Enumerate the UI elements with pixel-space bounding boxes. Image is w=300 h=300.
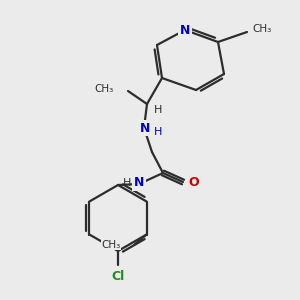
Text: H: H (154, 105, 162, 115)
Text: N: N (134, 176, 144, 190)
Text: N: N (180, 23, 190, 37)
Text: Cl: Cl (111, 270, 124, 283)
Text: H: H (154, 127, 162, 137)
Text: CH₃: CH₃ (101, 239, 121, 250)
Text: O: O (188, 176, 199, 188)
Text: CH₃: CH₃ (95, 84, 114, 94)
Text: CH₃: CH₃ (252, 24, 271, 34)
Text: N: N (140, 122, 150, 134)
Text: H: H (123, 178, 131, 188)
